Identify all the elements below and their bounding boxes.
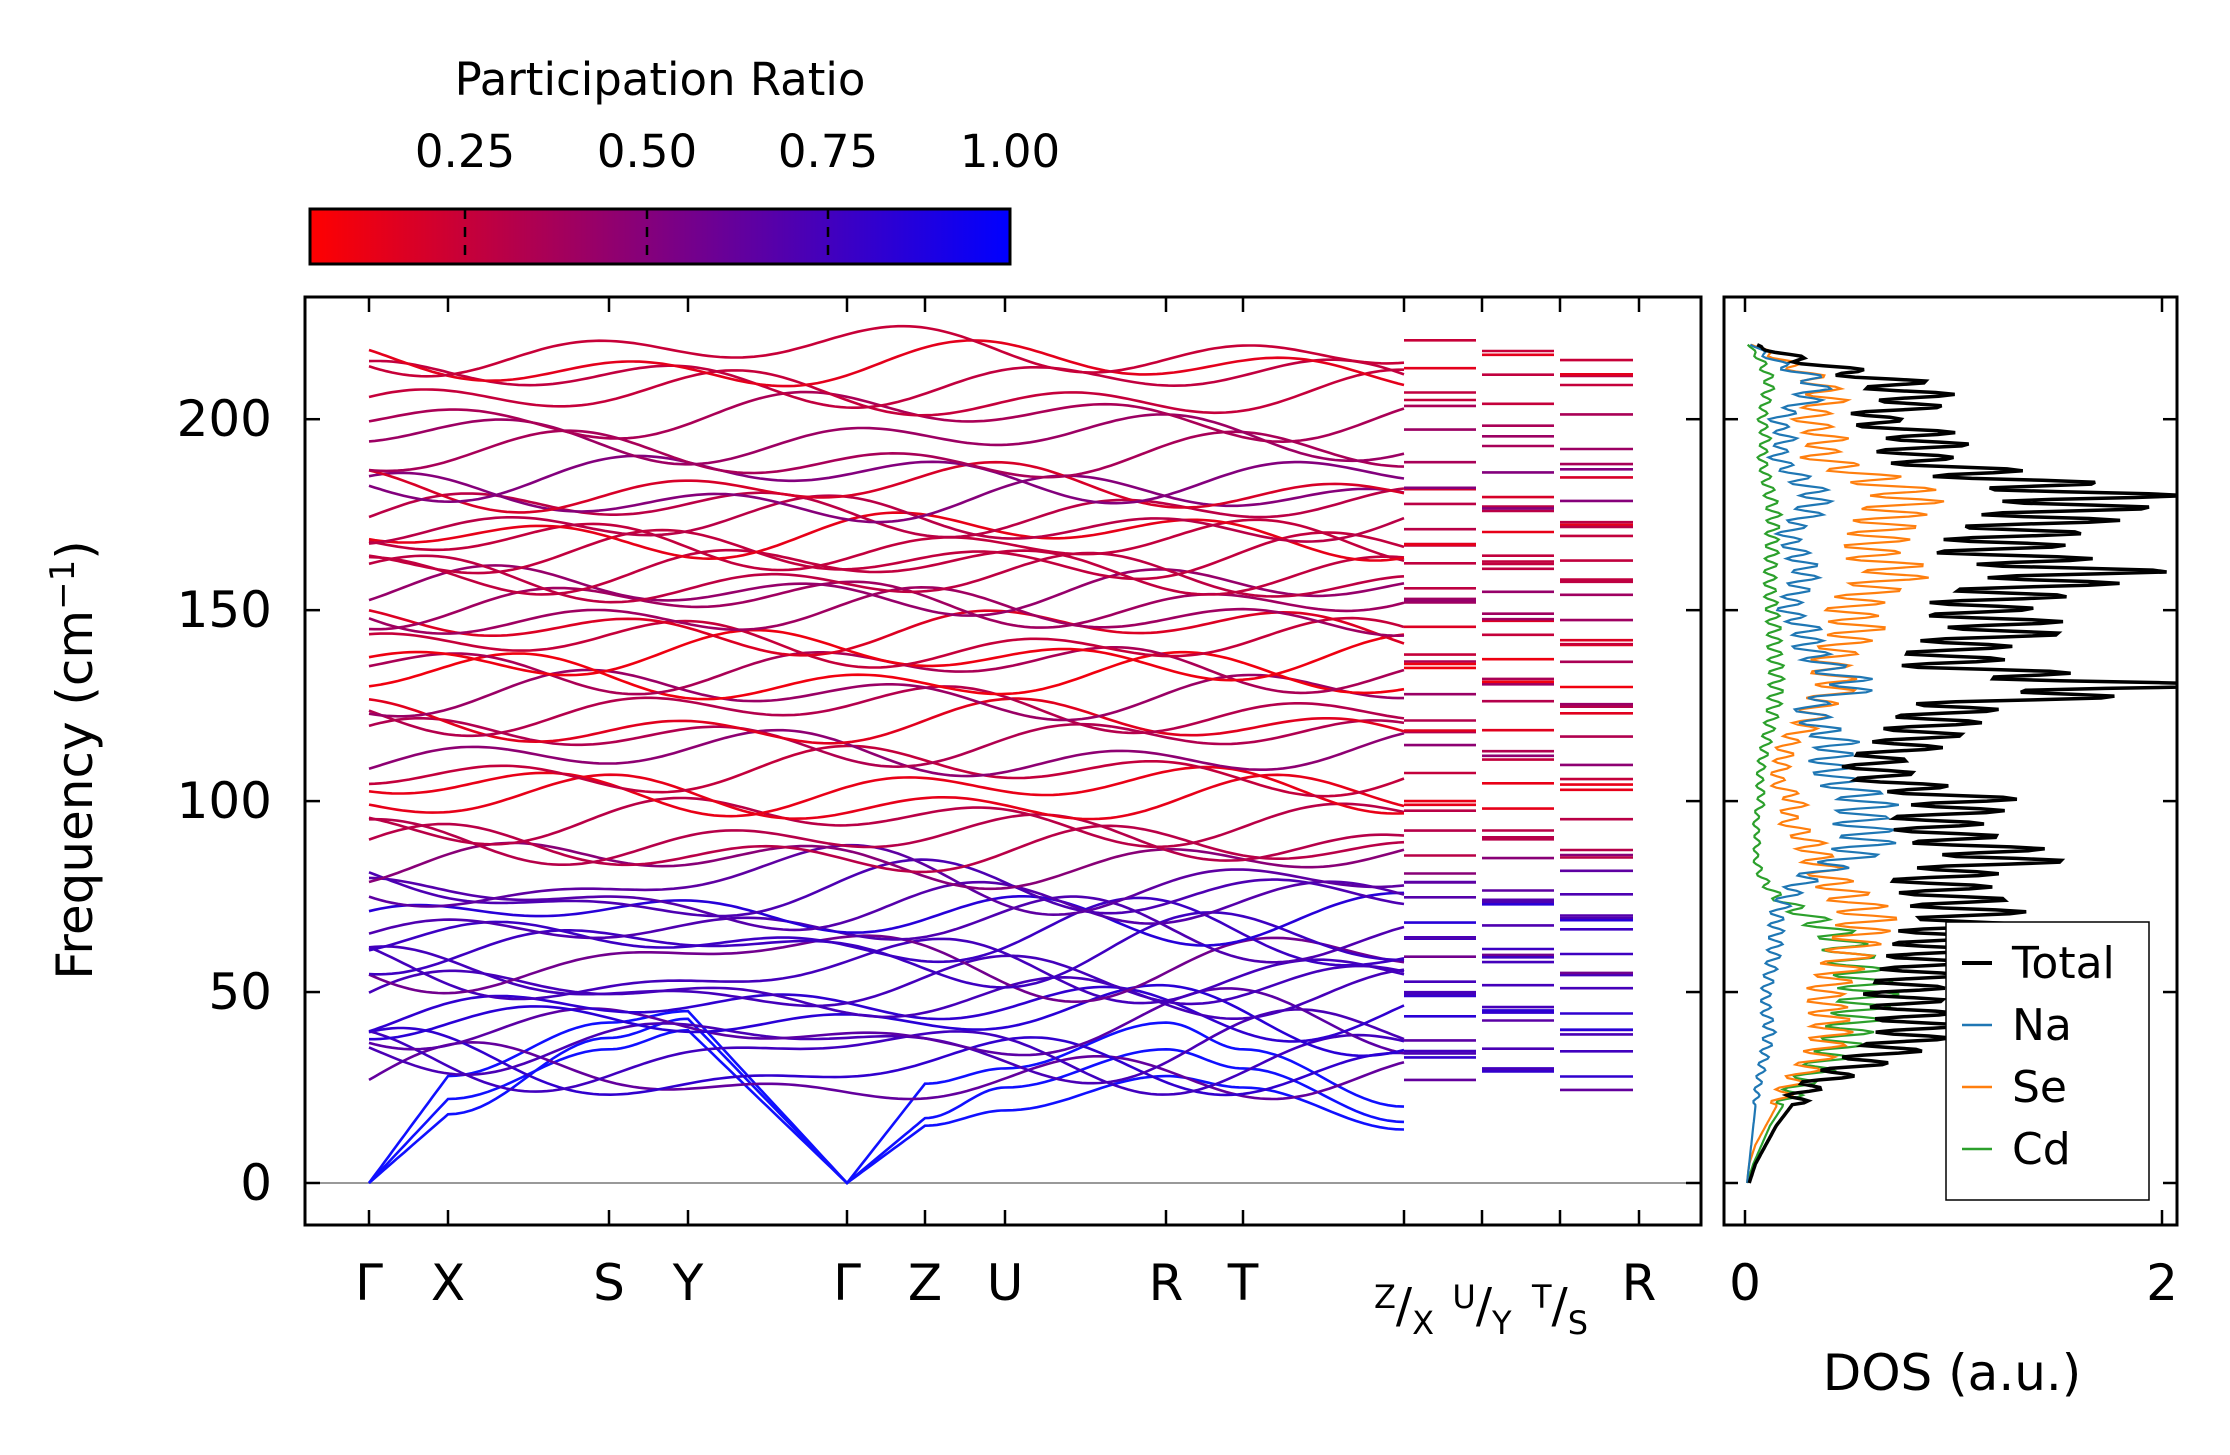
optical-branch [368, 896, 1405, 967]
optical-branch [368, 895, 1405, 964]
optical-branch [368, 937, 1405, 1005]
colorbar-label: Participation Ratio [455, 53, 866, 106]
band-panel-frame [303, 295, 1703, 1227]
x-tick-label: Y [672, 1254, 704, 1312]
dos-curve-se [1746, 343, 1945, 1184]
optical-branch [368, 822, 1405, 874]
optical-branch [368, 551, 1405, 604]
optical-branch [368, 548, 1405, 596]
optical-branch [368, 487, 1405, 539]
optical-branch [368, 985, 1405, 1043]
band-y-axis: 0 50 100 150 200 [177, 390, 2177, 1212]
optical-branch [368, 858, 1405, 918]
x-tick-label: U/Y [1452, 1278, 1512, 1342]
band-x-axis: Γ X S Y Γ Z U R T Z/XU/YT/SR [355, 297, 1656, 1342]
optical-branch [368, 471, 1405, 524]
phonon-bands [367, 324, 1633, 1186]
optical-branch [368, 796, 1405, 849]
y-tick-label: 150 [177, 581, 272, 639]
x-tick-label: Z/X [1374, 1278, 1434, 1342]
dos-curve-cd [1746, 343, 1900, 1184]
dos-curve-total [1747, 343, 2177, 1184]
x-tick-label: U [987, 1254, 1024, 1312]
x-tick-label: Γ [355, 1254, 383, 1312]
x-tick-label: Γ [833, 1254, 861, 1312]
optical-branch [368, 494, 1405, 545]
x-tick-label: S [593, 1254, 625, 1312]
optical-branch [368, 697, 1405, 745]
acoustic-branch [368, 1028, 1405, 1185]
x-tick-label: Z [908, 1254, 942, 1312]
dos-x-tick-label: 0 [1729, 1254, 1761, 1312]
colorbar-tick-label: 1.00 [960, 125, 1060, 178]
optical-branch [368, 564, 1405, 617]
optical-branch [368, 616, 1405, 669]
colorbar: Participation Ratio 0.25 0.50 0.75 1.00 [308, 53, 1060, 266]
x-tick-label: T/S [1531, 1278, 1588, 1342]
optical-branch [368, 876, 1405, 932]
optical-branch [368, 339, 1405, 388]
optical-branch [368, 813, 1405, 866]
optical-branch [368, 609, 1405, 657]
x-tick-label: T [1227, 1254, 1259, 1312]
optical-branch [368, 460, 1405, 514]
optical-branch [368, 1026, 1404, 1097]
dos-legend: Total Na Se Cd [1945, 921, 2150, 1201]
y-tick-label: 50 [208, 963, 272, 1021]
optical-branch [368, 728, 1405, 778]
colorbar-gradient [308, 207, 1012, 266]
colorbar-tick-label: 0.25 [415, 125, 515, 178]
acoustic-branch [368, 1017, 1405, 1185]
optical-branch [368, 891, 1404, 947]
dos-curves [1746, 343, 2177, 1184]
y-tick-label: 100 [177, 772, 272, 830]
optical-branch [368, 843, 1405, 917]
legend-box [1945, 921, 2150, 1201]
optical-branch [368, 650, 1405, 701]
legend-label-se: Se [2012, 1062, 2067, 1113]
colorbar-tick-label: 0.50 [597, 125, 697, 178]
band-y-axis-label: Frequency (cm−1) [43, 540, 104, 980]
optical-branch [368, 744, 1405, 798]
dos-curve-na [1746, 343, 1899, 1184]
optical-branch [368, 511, 1405, 562]
optical-branch [368, 685, 1405, 738]
optical-branch [368, 628, 1405, 682]
colorbar-tick-label: 0.75 [778, 125, 878, 178]
x-tick-label: R [1622, 1254, 1657, 1312]
optical-branch [368, 454, 1405, 505]
optical-branch [368, 773, 1405, 821]
x-tick-label: X [431, 1254, 465, 1312]
optical-branch [368, 429, 1405, 479]
dos-x-tick-label: 2 [2146, 1254, 2178, 1312]
optical-branch [368, 841, 1405, 891]
legend-label-total: Total [2011, 938, 2115, 989]
acoustic-branch [367, 1009, 1405, 1186]
dos-x-axis-label: DOS (a.u.) [1823, 1344, 2082, 1402]
legend-label-cd: Cd [2012, 1124, 2071, 1175]
optical-branch [368, 1029, 1405, 1096]
x-tick-label: R [1149, 1254, 1184, 1312]
optical-branch [368, 987, 1405, 1057]
optical-branch [368, 765, 1405, 818]
optical-branch [368, 945, 1405, 1008]
optical-branch [368, 528, 1405, 581]
optical-branch [368, 390, 1405, 444]
optical-branch [368, 968, 1405, 1020]
optical-branch [368, 358, 1405, 409]
y-tick-label: 200 [177, 390, 272, 448]
colorbar-ticks: 0.25 0.50 0.75 1.00 [415, 125, 1060, 264]
y-tick-label: 0 [240, 1154, 272, 1212]
legend-label-na: Na [2012, 1000, 2072, 1051]
optical-branch [368, 324, 1405, 378]
dos-panel-frame [1722, 295, 2179, 1227]
optical-branch [368, 668, 1404, 722]
optical-branch [368, 368, 1404, 417]
optical-branch [368, 518, 1405, 572]
